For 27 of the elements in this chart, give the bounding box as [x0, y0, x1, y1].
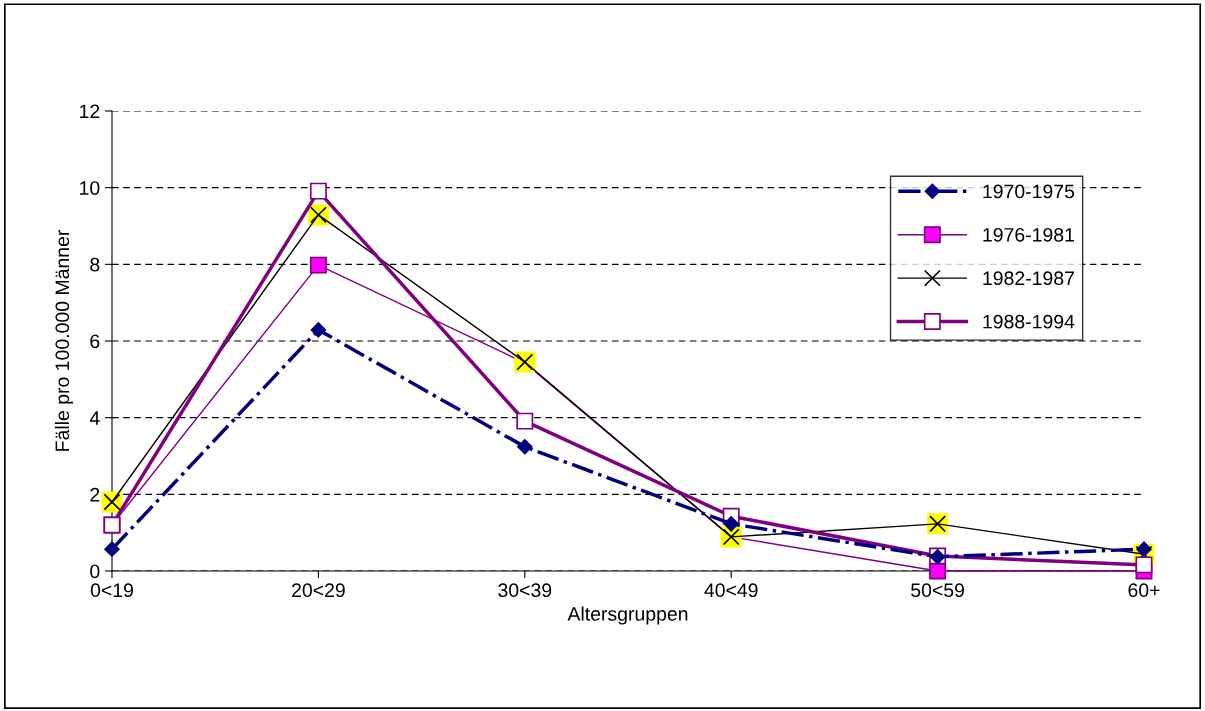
x-tick-label: 30<39	[498, 583, 552, 598]
x-axis-title: Altersgruppen	[567, 606, 688, 625]
x-tick-label: 40<49	[704, 583, 758, 598]
x-tick-label: 20<29	[292, 583, 345, 598]
x-tick-label: 0<19	[90, 583, 133, 598]
point	[517, 439, 533, 455]
y-tick-label: 10	[80, 181, 100, 195]
x-tick-label: 50<59	[911, 583, 964, 598]
legend-label: 1982-1987	[983, 271, 1074, 286]
y-tick-label: 4	[89, 411, 100, 425]
point	[309, 182, 327, 200]
legend-label: 1988-1994	[983, 314, 1075, 329]
point	[104, 541, 120, 557]
point	[723, 516, 739, 532]
y-tick-label: 6	[90, 334, 100, 349]
y-axis-title: Fälle pro 100.000 Männer	[54, 229, 74, 451]
legend-label: 1970-1975	[983, 184, 1075, 199]
legend-label: 1976-1981	[983, 227, 1074, 242]
y-tick-label: 12	[80, 104, 100, 119]
point	[1135, 556, 1153, 574]
point	[310, 322, 327, 338]
y-tick-label: 2	[90, 487, 100, 502]
point	[516, 412, 534, 430]
y-tick-label: 0	[90, 564, 100, 579]
y-tick-label: 8	[90, 257, 100, 272]
point	[309, 256, 327, 274]
x-tick-label: 60+	[1128, 583, 1160, 598]
